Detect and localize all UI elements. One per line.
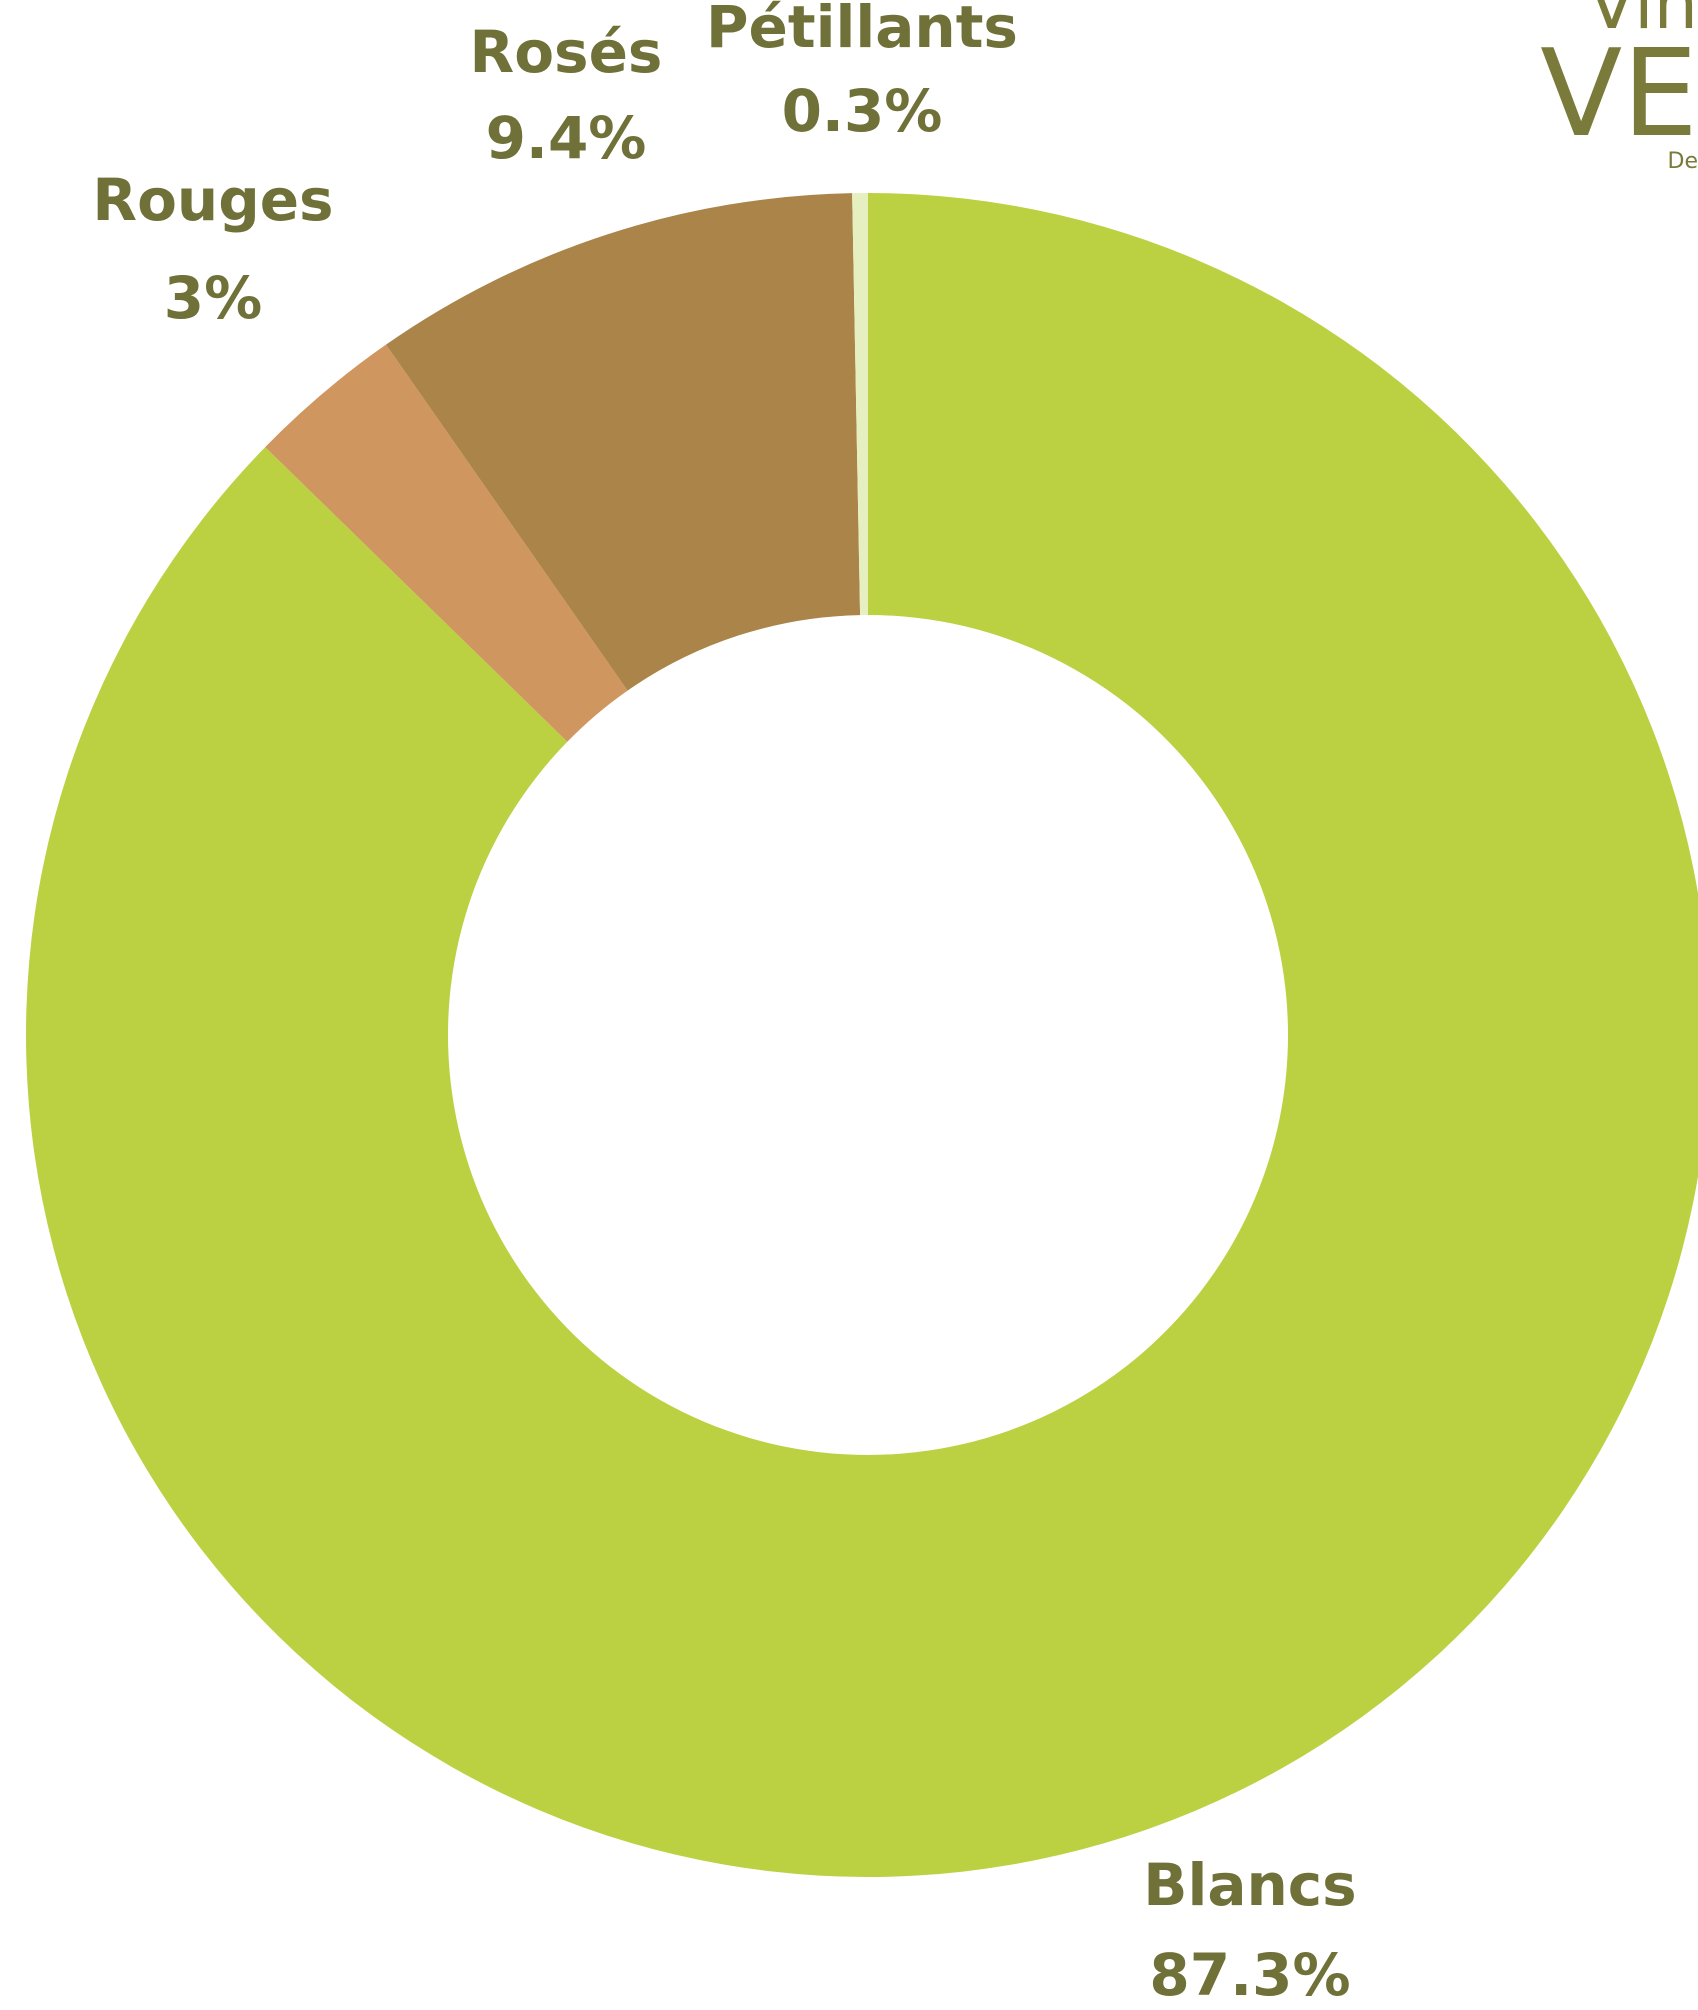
- slice-roses: [386, 193, 861, 691]
- donut-slices: [26, 193, 1698, 1877]
- slice-label-rouges: Rouges: [92, 166, 333, 234]
- slice-value-rouges: 3%: [164, 264, 262, 332]
- logo-line-3: De: [1668, 149, 1698, 174]
- slice-value-blancs: 87.3%: [1149, 1941, 1350, 2009]
- slice-label-roses: Rosés: [470, 18, 663, 86]
- slice-value-roses: 9.4%: [486, 104, 647, 172]
- slice-label-blancs: Blancs: [1143, 1851, 1356, 1919]
- slice-rouges: [265, 344, 628, 742]
- slice-labels: Blancs 87.3% Rouges 3% Rosés 9.4% Pétillants 0.…: [92, 0, 1356, 2009]
- slice-blancs: [26, 193, 1698, 1877]
- slice-petillants: [852, 193, 868, 616]
- slice-label-petillants: Pétillants: [706, 0, 1018, 61]
- brand-logo: Vin VE De: [1540, 0, 1698, 174]
- slice-value-petillants: 0.3%: [782, 77, 943, 145]
- logo-line-2: VE: [1540, 25, 1698, 164]
- logo-line-1: Vin: [1588, 0, 1698, 45]
